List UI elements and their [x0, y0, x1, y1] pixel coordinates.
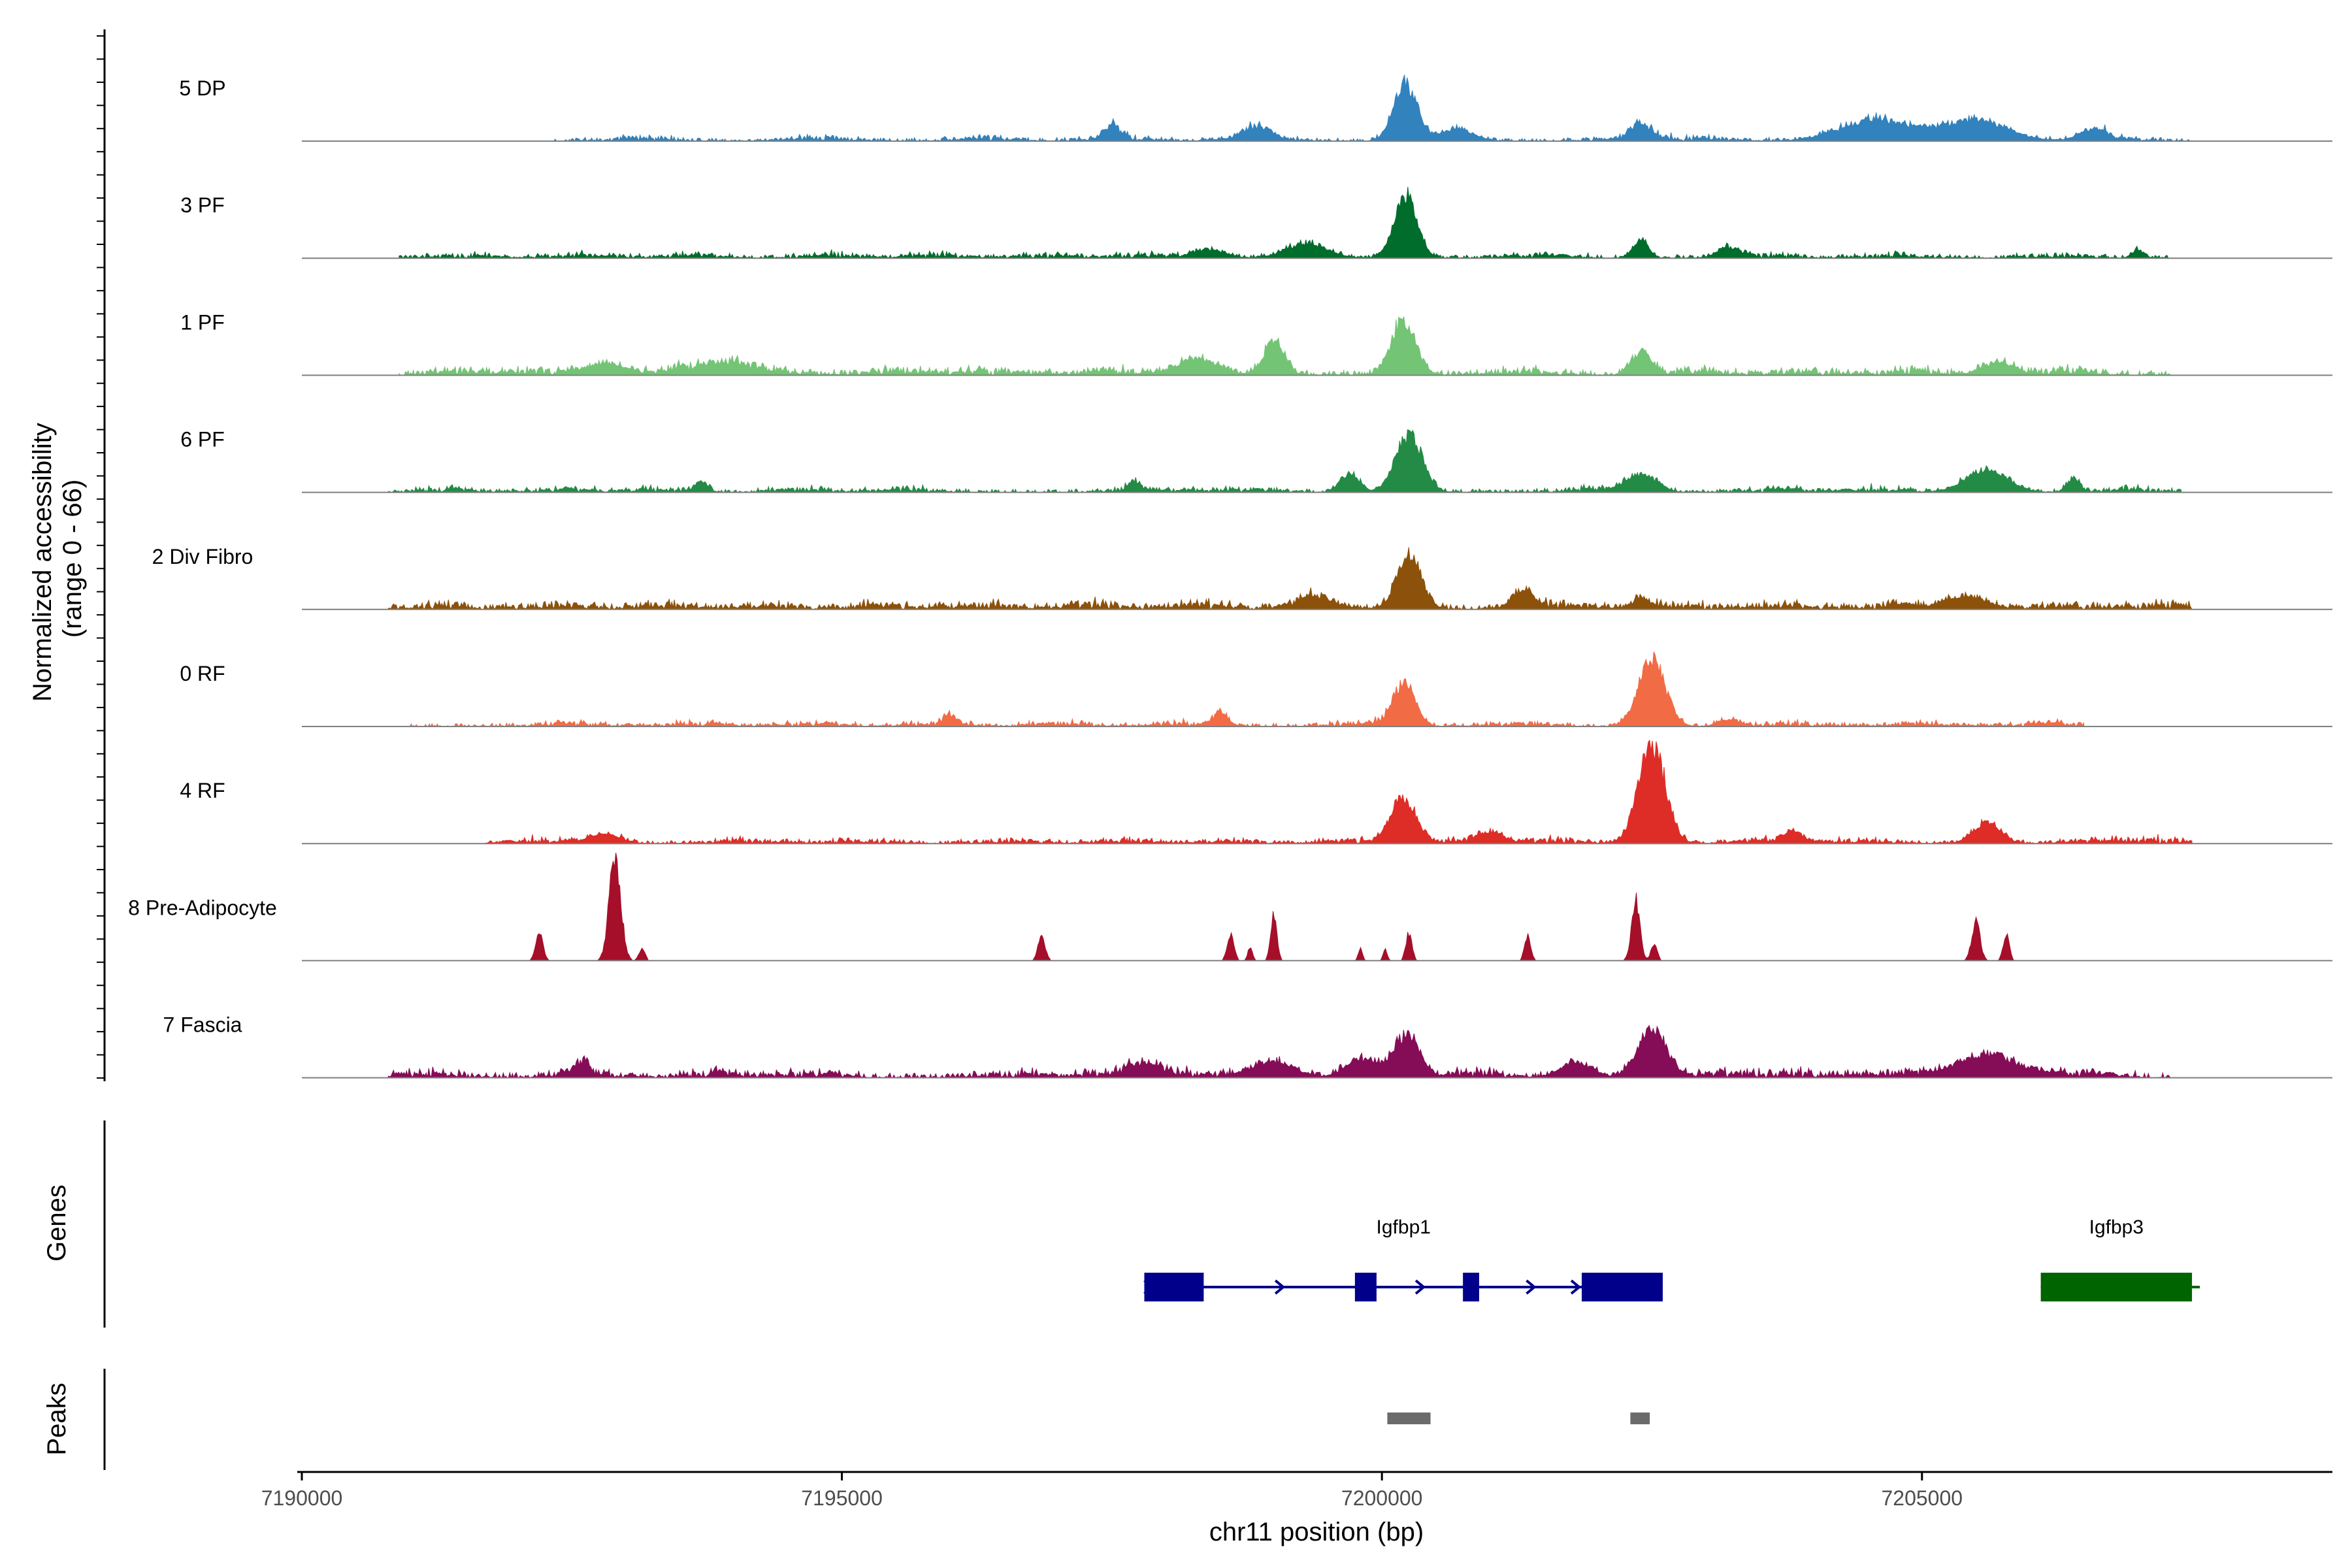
x-tick-label: 7200000 — [1341, 1486, 1423, 1510]
track-label: 2 Div Fibro — [152, 545, 253, 568]
coverage-track: 4 RF — [180, 740, 2332, 845]
x-axis-title: chr11 position (bp) — [1209, 1518, 1424, 1546]
strand-arrow — [1570, 1279, 1582, 1295]
coverage-signal — [387, 1024, 2171, 1079]
gene-label: Igfbp1 — [1377, 1217, 1431, 1238]
coverage-signal — [387, 547, 2193, 611]
track-label: 3 PF — [180, 193, 225, 217]
peak-region — [1630, 1413, 1650, 1424]
coverage-track: 0 RF — [180, 651, 2332, 728]
coverage-track: 3 PF — [180, 187, 2332, 260]
coverage-track: 5 DP — [179, 74, 2332, 142]
peaks-y-axis-title: Peaks — [42, 1382, 71, 1455]
coverage-y-axis-title: Normalized accessibility (range 0 - 66) — [28, 416, 87, 702]
coverage-signal — [409, 651, 2085, 728]
coverage-signal — [539, 74, 2193, 142]
coverage-signal — [399, 316, 2171, 377]
coverage-track: 2 Div Fibro — [152, 545, 2332, 611]
coverage-track: 7 Fascia — [163, 1013, 2332, 1079]
coverage-signal — [387, 429, 2182, 494]
genes-y-axis-title: Genes — [42, 1184, 71, 1262]
gene-exon — [1582, 1273, 1663, 1301]
coverage-signal — [485, 740, 2193, 845]
strand-arrow — [1526, 1279, 1537, 1295]
strand-arrow — [1274, 1279, 1286, 1295]
track-label: 0 RF — [180, 662, 225, 685]
gene-model: Igfbp3 — [2040, 1217, 2200, 1301]
peak-region — [1387, 1413, 1431, 1424]
x-axis: 7190000 7195000 7200000 7205000 — [261, 1471, 2332, 1510]
gene-label: Igfbp3 — [2089, 1217, 2144, 1238]
coverage-panel: 5 DP 3 PF 1 PF 6 PF 2 Div Fibro 0 RF 4 RF 8 Pre… — [97, 29, 2332, 1081]
track-label: 8 Pre-Adipocyte — [128, 896, 277, 919]
strand-arrow — [1414, 1279, 1426, 1295]
genes-panel: Igfbp1 Igfbp3 — [103, 1120, 2200, 1328]
track-label: 5 DP — [179, 76, 225, 100]
strand-arrow — [1143, 1279, 1154, 1295]
track-label: 4 RF — [180, 779, 225, 802]
coverage-track: 1 PF — [180, 310, 2332, 377]
track-label: 1 PF — [180, 310, 225, 334]
gene-exon — [2040, 1273, 2193, 1301]
gene-model: Igfbp1 — [1143, 1217, 1663, 1301]
gene-exon — [1463, 1273, 1479, 1301]
x-tick-label: 7190000 — [261, 1486, 343, 1510]
peaks-panel — [103, 1369, 1650, 1470]
x-tick-label: 7195000 — [801, 1486, 883, 1510]
coverage-signal — [399, 187, 2171, 260]
coverage-y-axis-title-line1: Normalized accessibility — [28, 423, 57, 702]
coverage-track: 6 PF — [180, 428, 2332, 494]
track-label: 6 PF — [180, 428, 225, 451]
gene-exon — [1144, 1273, 1204, 1301]
gene-exon — [1354, 1273, 1377, 1301]
track-label: 7 Fascia — [163, 1013, 242, 1037]
x-tick-label: 7205000 — [1881, 1486, 1963, 1510]
coverage-track: 8 Pre-Adipocyte — [128, 853, 2332, 962]
coverage-signal — [517, 853, 2031, 961]
coverage-y-axis-title-line2: (range 0 - 66) — [58, 480, 87, 638]
